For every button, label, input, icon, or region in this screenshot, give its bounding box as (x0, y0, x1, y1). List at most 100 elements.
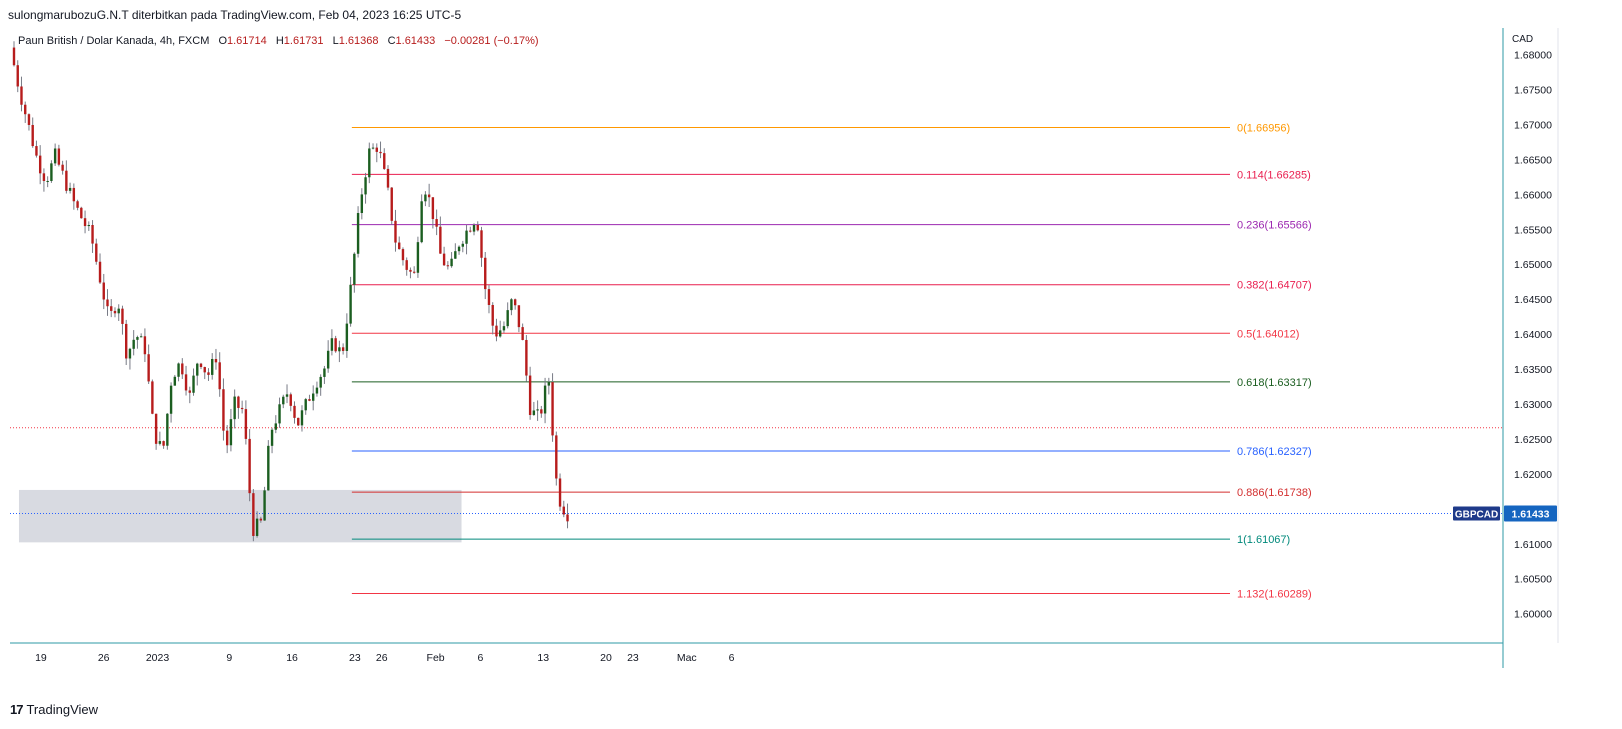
candle-body[interactable] (345, 323, 349, 351)
candle-body[interactable] (499, 330, 502, 337)
candle-body[interactable] (457, 246, 461, 252)
candle-body[interactable] (169, 385, 173, 414)
candle-body[interactable] (394, 220, 397, 243)
candle-body[interactable] (166, 413, 169, 446)
candle-body[interactable] (72, 187, 76, 202)
candle-body[interactable] (450, 258, 453, 267)
candle-body[interactable] (244, 409, 248, 439)
candle-body[interactable] (125, 323, 128, 359)
candle-body[interactable] (341, 347, 345, 351)
candle-body[interactable] (427, 194, 431, 198)
candle-body[interactable] (431, 197, 435, 220)
candle-body[interactable] (528, 375, 532, 415)
candle-body[interactable] (420, 201, 423, 243)
tradingview-logo[interactable]: 17 TradingView (10, 702, 98, 717)
candle-body[interactable] (386, 168, 390, 188)
candle-body[interactable] (469, 230, 472, 232)
candle-body[interactable] (248, 438, 251, 494)
candle-body[interactable] (270, 429, 274, 446)
candle-body[interactable] (132, 339, 135, 349)
candle-body[interactable] (312, 393, 315, 401)
candle-body[interactable] (38, 155, 42, 174)
candle-body[interactable] (379, 151, 382, 154)
candle-body[interactable] (338, 347, 341, 352)
candle-body[interactable] (375, 147, 378, 152)
candle-body[interactable] (91, 224, 94, 244)
candle-body[interactable] (484, 257, 487, 290)
candle-body[interactable] (491, 304, 494, 326)
candle-body[interactable] (192, 375, 195, 393)
candle-body[interactable] (211, 358, 214, 375)
candle-body[interactable] (278, 404, 281, 424)
candle-body[interactable] (24, 104, 27, 115)
candle-body[interactable] (147, 354, 150, 382)
candle-body[interactable] (121, 308, 124, 324)
candle-body[interactable] (46, 180, 49, 182)
candle-body[interactable] (87, 224, 90, 227)
candle-body[interactable] (349, 284, 352, 324)
candle-body[interactable] (184, 374, 188, 391)
candle-body[interactable] (543, 385, 547, 414)
candle-body[interactable] (196, 363, 199, 376)
candle-body[interactable] (297, 417, 300, 426)
candle-body[interactable] (424, 194, 427, 202)
candle-body[interactable] (353, 253, 356, 285)
candle-body[interactable] (285, 394, 289, 397)
candle-body[interactable] (139, 336, 143, 338)
candle-body[interactable] (35, 146, 38, 156)
candle-body[interactable] (274, 423, 277, 430)
candle-body[interactable] (214, 358, 218, 363)
candle-body[interactable] (229, 419, 233, 446)
candle-body[interactable] (360, 194, 364, 214)
candle-body[interactable] (472, 224, 476, 232)
candle-body[interactable] (61, 164, 64, 171)
candle-body[interactable] (237, 396, 240, 408)
candle-body[interactable] (476, 224, 479, 231)
candle-body[interactable] (151, 381, 154, 414)
candle-body[interactable] (558, 478, 562, 507)
candle-body[interactable] (42, 173, 46, 181)
candle-body[interactable] (300, 410, 304, 426)
candle-body[interactable] (409, 269, 412, 272)
candle-body[interactable] (240, 407, 244, 410)
candle-body[interactable] (12, 47, 16, 66)
candle-body[interactable] (521, 327, 524, 340)
candle-body[interactable] (282, 396, 285, 405)
candle-body[interactable] (319, 376, 322, 388)
candle-body[interactable] (326, 350, 330, 369)
candle-body[interactable] (80, 207, 83, 219)
candle-body[interactable] (181, 363, 184, 375)
candle-body[interactable] (435, 219, 438, 227)
candle-body[interactable] (323, 368, 326, 377)
candle-body[interactable] (532, 410, 536, 415)
candle-body[interactable] (364, 177, 367, 195)
candle-body[interactable] (540, 409, 543, 414)
candle-body[interactable] (222, 389, 225, 431)
candle-body[interactable] (405, 260, 408, 270)
candle-body[interactable] (162, 441, 165, 446)
candle-body[interactable] (308, 399, 311, 401)
candle-body[interactable] (495, 325, 498, 337)
candle-body[interactable] (267, 445, 270, 491)
candle-body[interactable] (293, 405, 296, 418)
candle-body[interactable] (517, 305, 521, 328)
candle-body[interactable] (383, 153, 386, 169)
candle-body[interactable] (356, 213, 360, 254)
candle-body[interactable] (117, 308, 120, 314)
candle-body[interactable] (177, 363, 180, 377)
candle-body[interactable] (263, 490, 266, 521)
candle-body[interactable] (154, 413, 158, 444)
candle-body[interactable] (218, 362, 221, 390)
candle-body[interactable] (128, 348, 132, 359)
candle-body[interactable] (98, 261, 102, 283)
candle-body[interactable] (20, 86, 23, 105)
candle-body[interactable] (446, 265, 450, 267)
candle-body[interactable] (199, 363, 203, 368)
candle-body[interactable] (136, 337, 139, 340)
candle-body[interactable] (173, 376, 177, 386)
candle-body[interactable] (315, 387, 319, 394)
candle-body[interactable] (401, 249, 405, 261)
candle-body[interactable] (16, 65, 19, 87)
candle-body[interactable] (334, 338, 337, 352)
